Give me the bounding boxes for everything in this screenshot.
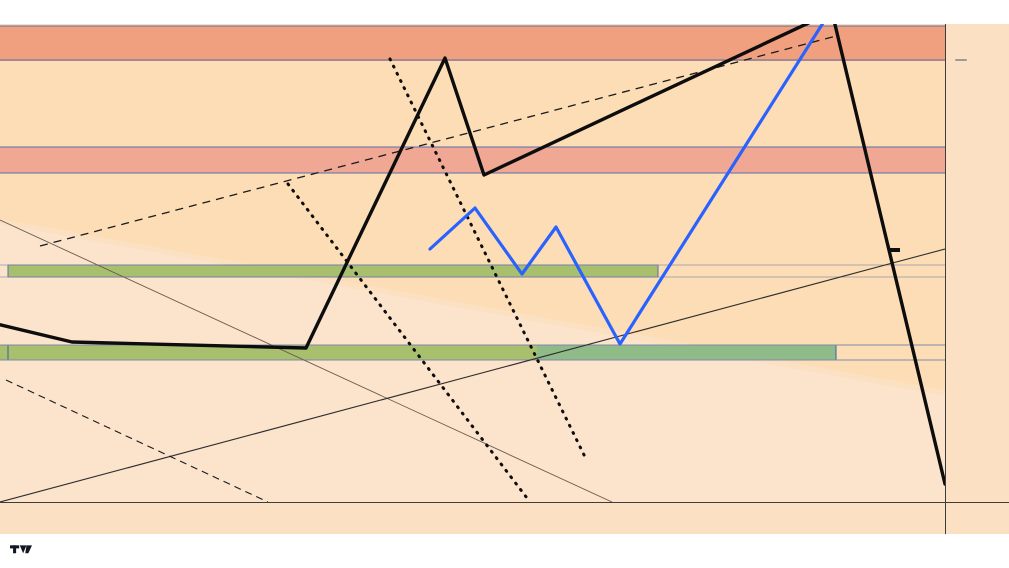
support-zone-lower-left — [0, 345, 537, 360]
chart-header — [0, 0, 1009, 24]
support-zone-lower-right — [537, 345, 836, 360]
time-axis[interactable] — [0, 502, 945, 535]
rising-support-line — [0, 248, 945, 502]
chart-plot-area[interactable] — [0, 24, 945, 502]
currency-badge — [955, 59, 967, 61]
symbol-price-badge[interactable] — [890, 248, 900, 252]
descending-channel-line — [0, 219, 613, 502]
dotted-descending-line-upper — [388, 57, 589, 463]
axis-corner — [945, 502, 1009, 534]
tradingview-logo[interactable] — [10, 542, 39, 556]
price-axis[interactable] — [945, 24, 1009, 526]
dotted-descending-line-lower — [286, 182, 532, 502]
blue-projection-zigzag — [428, 24, 825, 346]
tradingview-logo-icon — [10, 545, 32, 554]
resistance-zone-lower — [0, 147, 945, 173]
dashed-lower-left-trendline — [5, 379, 269, 502]
chart-footer — [0, 534, 1009, 568]
support-zone-upper — [7, 264, 659, 278]
black-projection-zigzag — [0, 24, 945, 486]
chart-canvas — [0, 24, 945, 502]
